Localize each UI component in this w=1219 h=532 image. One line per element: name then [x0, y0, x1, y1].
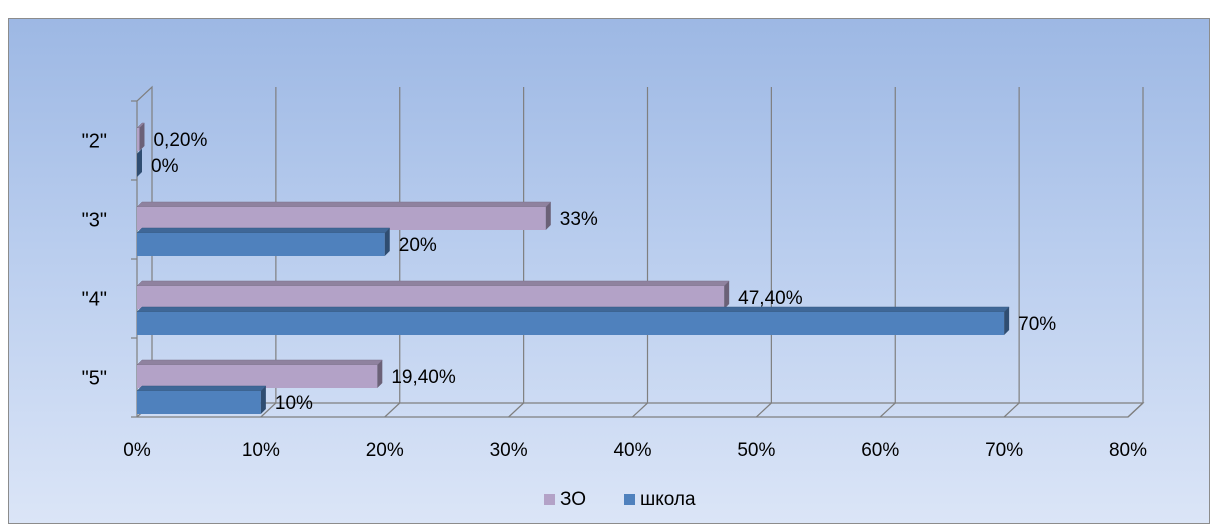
bar	[137, 391, 261, 414]
floor-gridline	[1127, 402, 1144, 418]
legend-label: ЗО	[560, 489, 586, 510]
data-label: 0,20%	[153, 130, 207, 151]
bar-top-face	[136, 201, 552, 208]
bar-end-face	[545, 202, 551, 230]
data-label: 0%	[151, 156, 179, 177]
bar	[137, 128, 140, 151]
data-label: 20%	[399, 235, 437, 256]
x-tick-label: 70%	[985, 440, 1023, 461]
legend-label: школа	[640, 489, 696, 510]
bar-end-face	[384, 228, 390, 256]
bar-end-face	[260, 386, 266, 414]
bar-end-face	[1004, 307, 1010, 335]
category-label: "2"	[82, 131, 107, 153]
bar	[137, 312, 1005, 335]
bar-end-face	[139, 123, 145, 151]
bar	[137, 286, 725, 309]
floor-gridline	[260, 402, 277, 418]
bar-top-face	[136, 385, 267, 392]
x-tick-label: 50%	[737, 440, 775, 461]
category-label: "3"	[82, 210, 107, 232]
bar-top-face	[136, 359, 383, 366]
floor-gridline	[1003, 402, 1020, 418]
x-tick-label: 20%	[366, 440, 404, 461]
legend-swatch	[624, 494, 635, 505]
floor-gridline	[755, 402, 772, 418]
x-tick-label: 10%	[242, 440, 280, 461]
bar-end-face	[377, 360, 383, 388]
bar-chart: 0,20% 0% 33% 20% 47,40% 70% 19,40% 10% 0% 10% 20%…	[82, 85, 1147, 510]
bar-top-face	[136, 227, 391, 234]
floor-gridline	[632, 402, 648, 418]
bar	[137, 207, 546, 230]
category-label: "4"	[82, 289, 107, 311]
x-tick-label: 60%	[861, 440, 899, 461]
category-label: "5"	[82, 368, 107, 390]
data-label: 33%	[560, 209, 598, 230]
bar-end-face	[137, 149, 142, 177]
x-tick-label: 30%	[490, 440, 528, 461]
floor-gridline	[508, 402, 525, 418]
x-tick-label: 80%	[1109, 440, 1147, 461]
floor-gridline	[879, 402, 896, 418]
data-label: 10%	[275, 393, 313, 414]
bar-end-face	[724, 281, 730, 309]
floor-gridline	[384, 402, 401, 418]
bar	[137, 233, 385, 256]
bar-top-face	[136, 280, 730, 287]
x-tick-label: 0%	[123, 440, 151, 461]
legend-swatch	[544, 494, 555, 505]
data-label: 19,40%	[391, 367, 456, 388]
x-tick-label: 40%	[613, 440, 651, 461]
chart-area: 0,20% 0% 33% 20% 47,40% 70% 19,40% 10% 0% 10% 20%…	[8, 18, 1210, 524]
bar-top-face	[136, 306, 1010, 313]
data-label: 47,40%	[738, 288, 803, 309]
data-label: 70%	[1018, 314, 1056, 335]
bar	[137, 365, 378, 388]
